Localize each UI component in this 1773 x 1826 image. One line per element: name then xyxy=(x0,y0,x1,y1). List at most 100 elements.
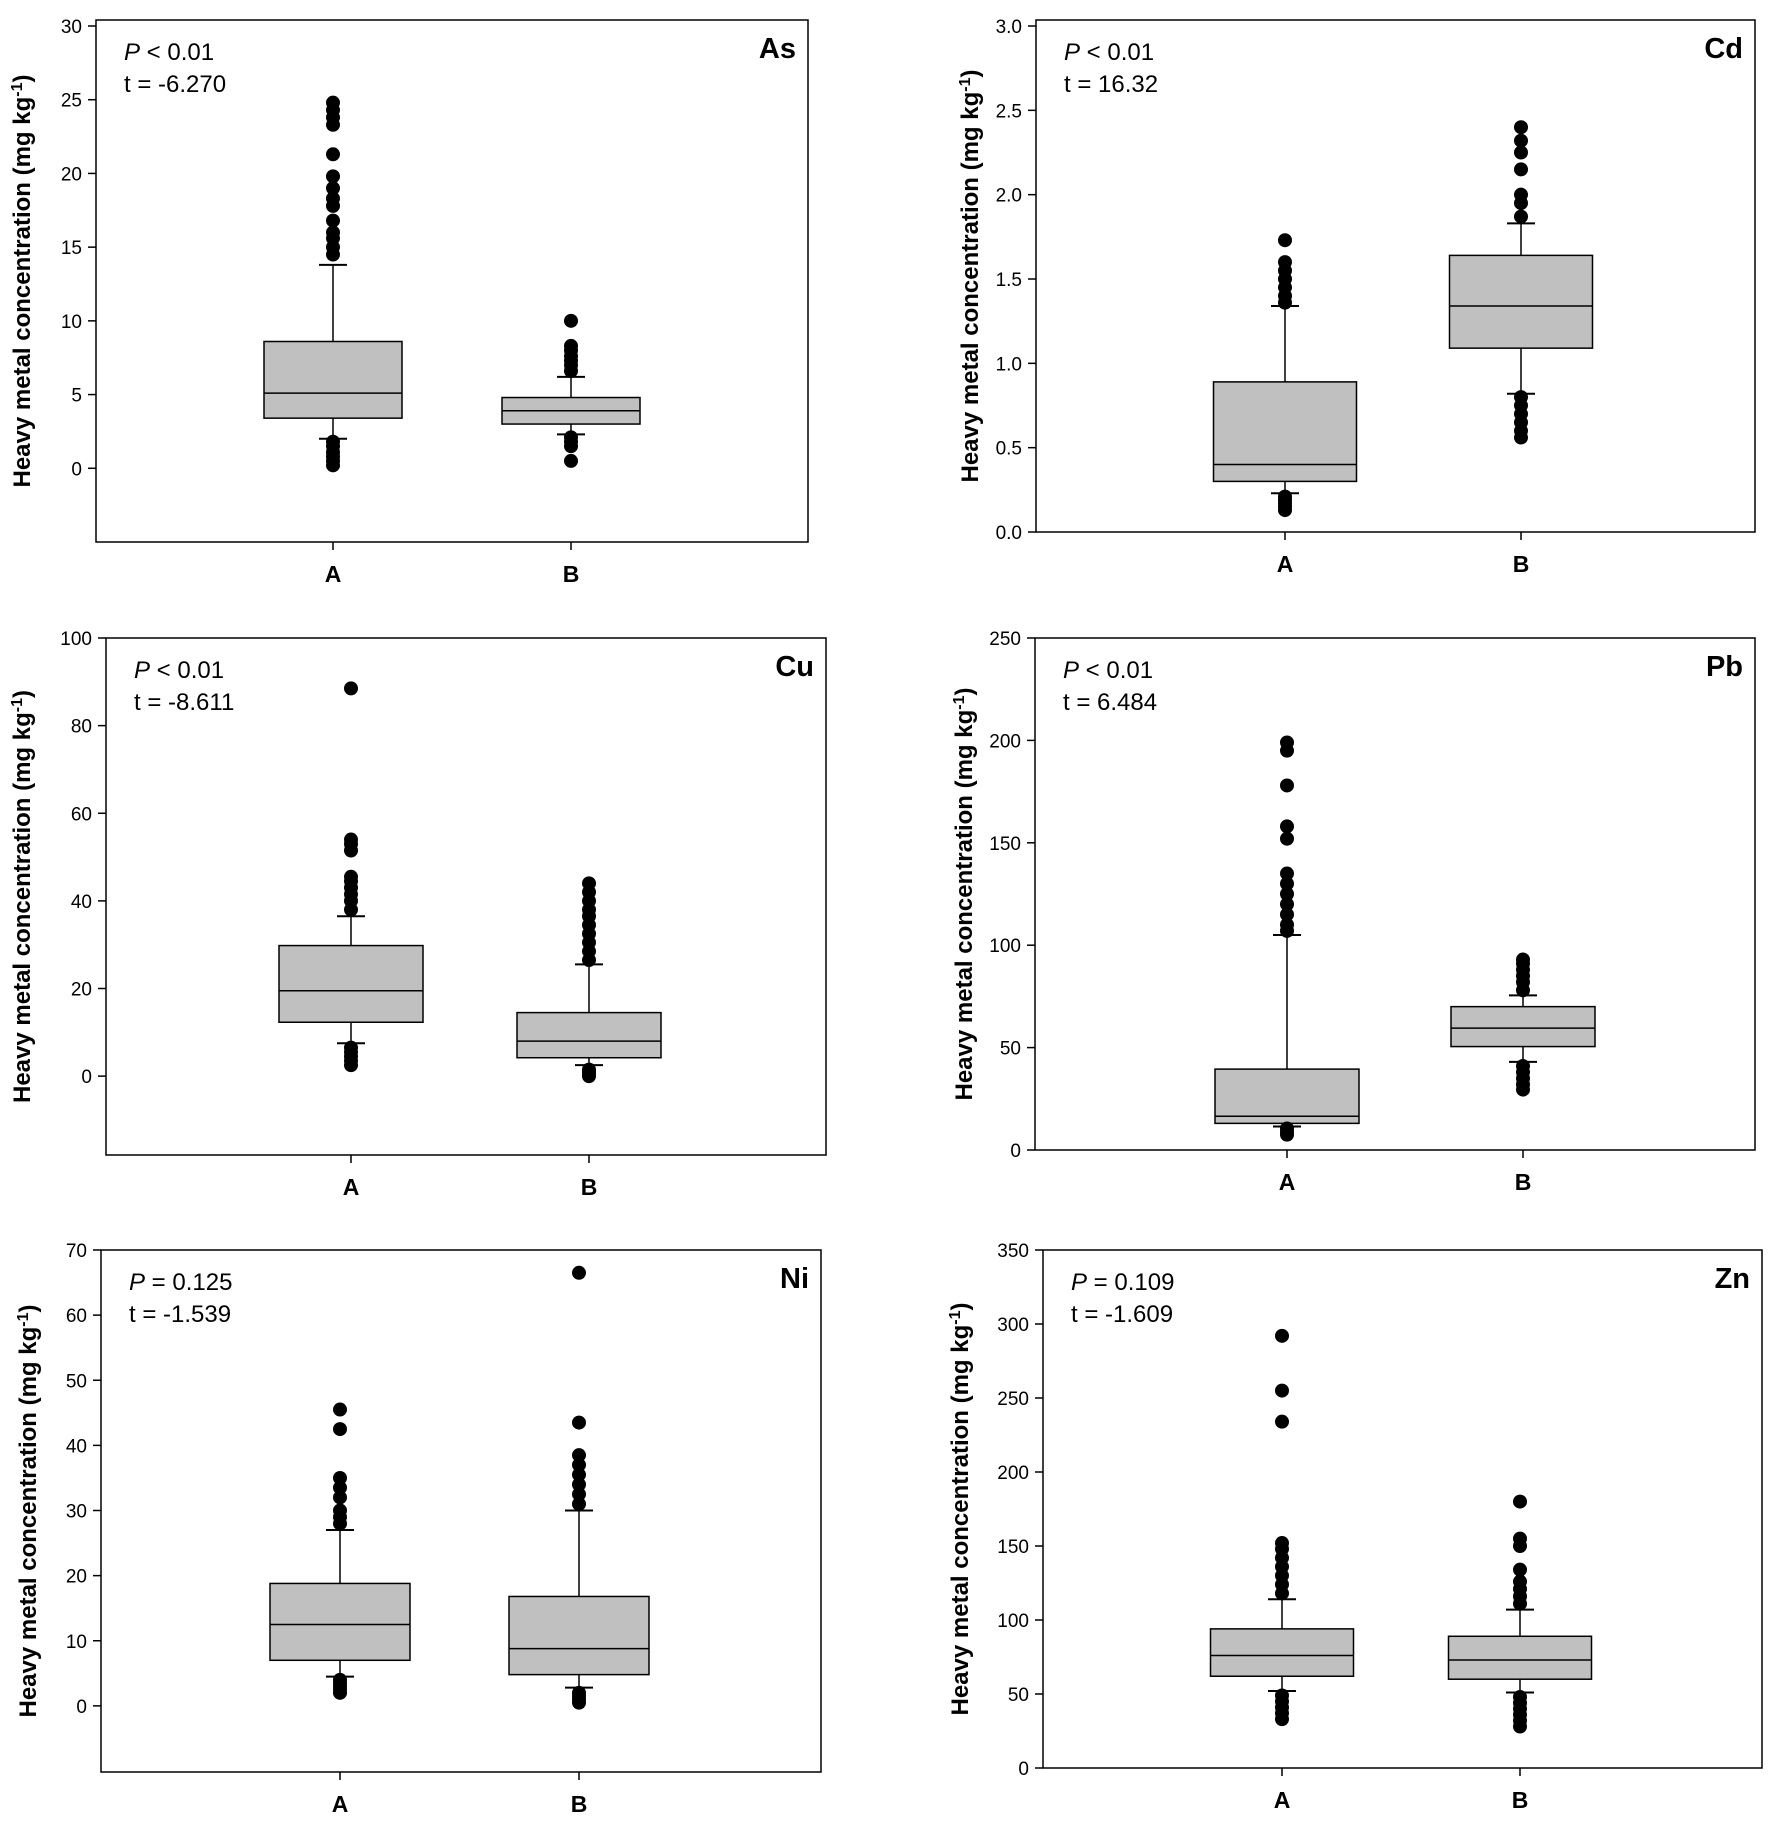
outlier-point xyxy=(333,1422,347,1437)
outlier-point xyxy=(572,1457,586,1472)
plot-frame xyxy=(100,1249,822,1773)
outlier-point xyxy=(1514,390,1528,405)
y-tick-label: 20 xyxy=(61,164,82,185)
iqr-box xyxy=(269,1582,411,1662)
y-tick-label: 15 xyxy=(61,238,82,259)
y-tick-label: 0.5 xyxy=(996,439,1022,460)
outlier-point xyxy=(1280,887,1294,901)
outlier-point xyxy=(326,191,340,206)
outlier-point xyxy=(572,1467,586,1482)
y-tick-label: 0 xyxy=(1010,1141,1021,1162)
y-axis-label: Heavy metal concentration (mg kg-1) xyxy=(9,74,37,487)
y-tick-label: 60 xyxy=(71,804,92,825)
outlier-point xyxy=(326,225,340,240)
outlier-point xyxy=(1280,778,1294,793)
box-a xyxy=(1214,735,1360,1142)
p-value-label: P = 0.125 xyxy=(129,1269,232,1296)
y-axis-label: Heavy metal concentration (mg kg-1) xyxy=(15,1304,43,1717)
box-a xyxy=(1212,233,1358,518)
outlier-point xyxy=(333,1503,347,1518)
y-tick-label: 1.0 xyxy=(996,354,1022,375)
metal-label: Cd xyxy=(1704,33,1743,65)
x-tick-label: A xyxy=(1279,1169,1296,1195)
box-a xyxy=(269,1402,411,1700)
panel-cu: 0 20 40 60 80 100 A B Cu P < 0.01 t = -8.611 Heavy … xyxy=(9,629,827,1200)
outlier-point xyxy=(326,95,340,110)
box-b xyxy=(516,876,662,1084)
iqr-box xyxy=(278,944,424,1023)
y-tick-label: 20 xyxy=(66,1567,87,1588)
panel-cd: 0.0 0.5 1.0 1.5 2.0 2.5 3.0 A B Cd P < 0.01 t = 16.… xyxy=(957,17,1756,577)
y-tick-label: 30 xyxy=(61,17,82,38)
outlier-point xyxy=(333,1470,347,1485)
y-tick-label: 40 xyxy=(66,1436,87,1457)
outlier-point xyxy=(1280,917,1294,932)
outlier-point xyxy=(333,1480,347,1495)
p-value-label: P < 0.01 xyxy=(124,39,214,66)
x-tick-label: A xyxy=(343,1174,360,1200)
outlier-point xyxy=(326,169,340,184)
p-value-label: P < 0.01 xyxy=(1063,657,1153,684)
iqr-box xyxy=(1209,1628,1355,1677)
box-b xyxy=(1447,1494,1593,1734)
y-tick-label: 1.5 xyxy=(996,270,1022,291)
outlier-point xyxy=(344,869,358,884)
t-statistic-label: t = 16.32 xyxy=(1064,71,1158,98)
outlier-point xyxy=(333,1672,347,1687)
y-tick-label: 0 xyxy=(81,1067,92,1088)
box-a xyxy=(278,681,424,1073)
t-statistic-label: t = -1.539 xyxy=(129,1301,231,1328)
x-tick-label: B xyxy=(1515,1169,1532,1195)
outlier-point xyxy=(564,453,578,468)
box-b xyxy=(508,1265,650,1710)
iqr-box xyxy=(516,1011,662,1059)
panel-pb: 0 50 100 150 200 250 A B Pb P < 0.01 t = 6.484 Heav… xyxy=(951,629,1756,1195)
y-tick-label: 0 xyxy=(76,1697,87,1718)
outlier-point xyxy=(1280,735,1294,750)
y-tick-label: 0 xyxy=(71,459,82,480)
x-tick-label: A xyxy=(1274,1787,1291,1813)
y-tick-label: 350 xyxy=(997,1241,1029,1262)
outlier-point xyxy=(1278,255,1292,270)
plot-frame xyxy=(1035,19,1756,533)
iqr-box xyxy=(508,1595,650,1676)
box-a xyxy=(1209,1328,1355,1727)
y-tick-label: 30 xyxy=(66,1502,87,1523)
outlier-point xyxy=(582,876,596,891)
y-tick-label: 50 xyxy=(1000,1039,1021,1060)
y-tick-label: 2.5 xyxy=(996,101,1022,122)
outlier-point xyxy=(326,434,340,449)
plot-frame xyxy=(105,637,827,1156)
outlier-point xyxy=(1514,120,1528,135)
outlier-point xyxy=(1280,831,1294,846)
x-tick-label: B xyxy=(571,1791,588,1817)
panel-ni: 0 10 20 30 40 50 60 70 A B Ni P = 0.125 t = -1.539 He… xyxy=(15,1241,822,1817)
y-tick-label: 100 xyxy=(997,1611,1029,1632)
outlier-point xyxy=(1513,1494,1527,1509)
y-tick-label: 25 xyxy=(61,91,82,112)
metal-label: Cu xyxy=(775,651,814,683)
x-tick-label: A xyxy=(332,1791,349,1817)
outlier-point xyxy=(1280,876,1294,891)
y-tick-label: 2.0 xyxy=(996,186,1022,207)
y-tick-label: 20 xyxy=(71,980,92,1001)
metal-label: Pb xyxy=(1706,651,1743,683)
panel-as: 0 5 10 15 20 25 30 A B As P < 0.01 t = -6.270 Heavy … xyxy=(9,17,809,587)
outlier-point xyxy=(572,1265,586,1280)
y-tick-label: 50 xyxy=(66,1371,87,1392)
outlier-point xyxy=(564,313,578,328)
outlier-point xyxy=(1275,1688,1289,1703)
outlier-point xyxy=(1280,1121,1294,1136)
outlier-point xyxy=(1513,1574,1527,1589)
outlier-point xyxy=(1278,489,1292,504)
plot-frame xyxy=(1042,1249,1763,1769)
y-tick-label: 300 xyxy=(997,1315,1029,1336)
outlier-point xyxy=(572,1685,586,1700)
y-tick-label: 100 xyxy=(60,629,92,650)
outlier-point xyxy=(1275,1328,1289,1343)
y-tick-label: 150 xyxy=(997,1537,1029,1558)
outlier-point xyxy=(572,1415,586,1430)
iqr-box xyxy=(263,340,403,419)
plot-frame xyxy=(95,19,809,543)
